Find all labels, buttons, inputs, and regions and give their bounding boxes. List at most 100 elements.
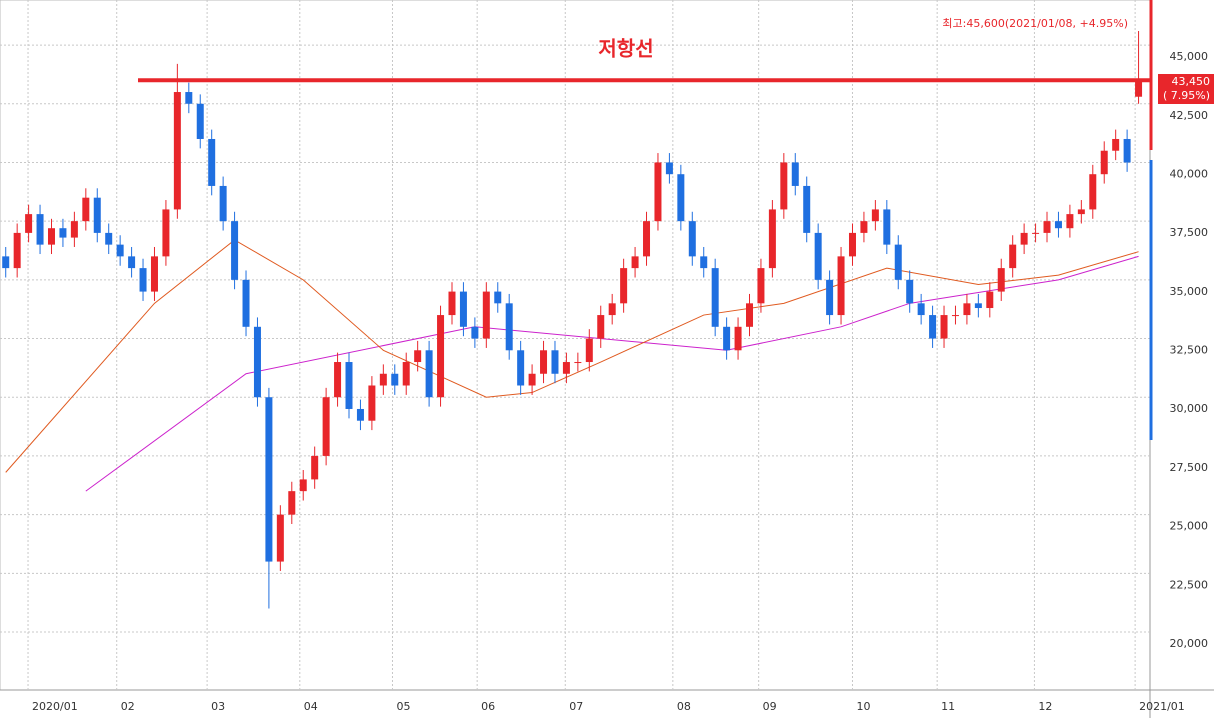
- candle-body: [1032, 232, 1040, 234]
- y-tick-label: 42,500: [1170, 109, 1209, 122]
- candle-body: [1020, 232, 1028, 245]
- high-annotation: 최고:45,600(2021/01/08, +4.95%): [942, 17, 1128, 30]
- moving-average-line: [85, 255, 1139, 492]
- y-tick-label: 25,000: [1170, 520, 1209, 533]
- candle-body: [826, 279, 834, 316]
- y-tick-label: 37,500: [1170, 226, 1209, 239]
- price-tag: [1158, 74, 1214, 104]
- plot-area: [0, 0, 1151, 691]
- candle-body: [425, 350, 433, 398]
- candle-body: [1009, 244, 1017, 269]
- candle-body: [917, 303, 925, 316]
- candle-body: [402, 362, 410, 386]
- candle-body: [437, 315, 445, 398]
- candle-body: [528, 373, 536, 386]
- price-tag-text: 43,450: [1172, 75, 1211, 88]
- candle-body: [356, 408, 364, 421]
- candle-body: [1135, 81, 1143, 97]
- candle-body: [757, 268, 765, 304]
- candle-body: [311, 455, 319, 480]
- candle-body: [459, 291, 467, 327]
- candle-body: [299, 479, 307, 492]
- y-tick-label: 22,500: [1170, 578, 1209, 591]
- candle-body: [700, 256, 708, 269]
- candle-body: [128, 256, 136, 269]
- x-tick-label: 06: [481, 700, 495, 713]
- y-tick-label: 35,000: [1170, 285, 1209, 298]
- candle-body: [780, 162, 788, 210]
- candle-body: [1123, 138, 1131, 163]
- candle-body: [505, 303, 513, 351]
- candle-body: [551, 350, 559, 374]
- candle-body: [1100, 150, 1108, 175]
- candle-body: [253, 326, 261, 398]
- candle-body: [471, 326, 479, 339]
- candle-body: [1089, 174, 1097, 210]
- candle-body: [13, 232, 21, 269]
- candle-body: [162, 209, 170, 257]
- x-tick-label: 04: [304, 700, 318, 713]
- candle-body: [1112, 138, 1120, 151]
- candle-body: [540, 350, 548, 374]
- candle-body: [791, 162, 799, 186]
- candle-body: [25, 214, 33, 233]
- candle-body: [208, 138, 216, 186]
- candle-body: [70, 221, 78, 238]
- x-tick-label: 11: [941, 700, 955, 713]
- candle-body: [414, 350, 422, 363]
- candle-body: [368, 385, 376, 421]
- candle-body: [345, 362, 353, 409]
- candle-body: [963, 303, 971, 316]
- candle-body: [860, 221, 868, 233]
- candle-body: [746, 303, 754, 327]
- y-tick-label: 27,500: [1170, 461, 1209, 474]
- annotation-title: 저항선: [598, 37, 653, 61]
- x-tick-label: 02: [121, 700, 135, 713]
- candle-body: [734, 326, 742, 351]
- candle-body: [219, 185, 227, 222]
- y-tick-label: 20,000: [1170, 637, 1209, 650]
- candle-body: [929, 315, 937, 339]
- candle-body: [1043, 221, 1051, 233]
- candle-body: [768, 209, 776, 269]
- candle-body: [1066, 214, 1074, 229]
- candle-body: [276, 514, 284, 562]
- candle-body: [231, 221, 239, 280]
- x-tick-label: 03: [211, 700, 225, 713]
- candle-body: [150, 256, 158, 292]
- candle-body: [585, 338, 593, 363]
- candle-body: [116, 244, 124, 257]
- candle-body: [82, 197, 90, 222]
- candle-body: [482, 291, 490, 339]
- candle-body: [665, 162, 673, 175]
- candle-body: [139, 268, 147, 292]
- candle-body: [997, 268, 1005, 292]
- x-tick-label: 09: [763, 700, 777, 713]
- candle-body: [620, 268, 628, 304]
- candle-body: [47, 228, 55, 245]
- x-tick-label: 2020/01: [32, 700, 78, 713]
- candle-body: [379, 373, 387, 386]
- x-tick-label: 08: [677, 700, 691, 713]
- candle-body: [36, 214, 44, 245]
- candle-body: [871, 209, 879, 222]
- candle-body: [334, 362, 342, 398]
- price-tag-text: ( 7.95%): [1163, 89, 1210, 102]
- x-tick-label: 12: [1038, 700, 1052, 713]
- candle-body: [1054, 221, 1062, 229]
- candle-body: [883, 209, 891, 245]
- candle-body: [173, 92, 181, 210]
- candle-body: [803, 185, 811, 233]
- y-tick-label: 45,000: [1170, 50, 1209, 63]
- candle-body: [391, 373, 399, 386]
- candle-body: [837, 256, 845, 316]
- y-tick-label: 30,000: [1170, 402, 1209, 415]
- candle-body: [848, 232, 856, 257]
- candle-body: [814, 232, 822, 280]
- candle-body: [631, 256, 639, 269]
- y-tick-label: 40,000: [1170, 167, 1209, 180]
- candle-body: [654, 162, 662, 222]
- candle-body: [448, 291, 456, 316]
